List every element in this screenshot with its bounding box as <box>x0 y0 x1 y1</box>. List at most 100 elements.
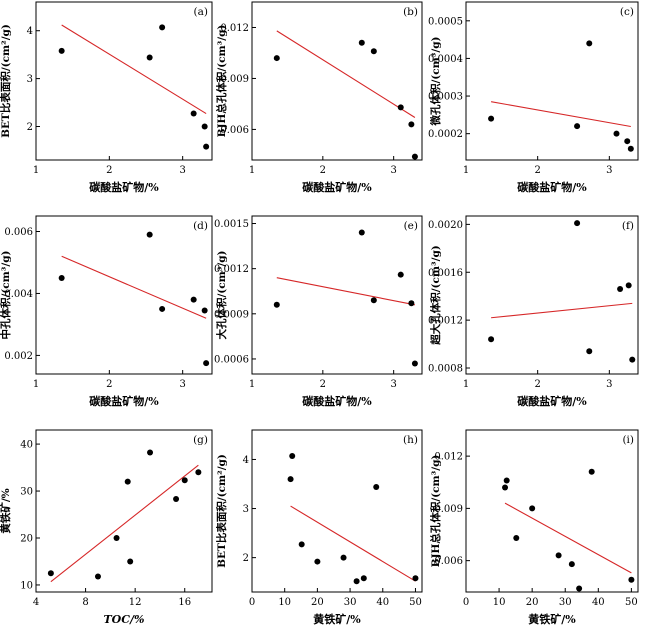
y-tick-label: 20 <box>20 534 33 545</box>
data-point <box>588 468 595 475</box>
data-point <box>629 356 636 363</box>
plot-frame <box>465 429 639 593</box>
x-tick-label: 1 <box>33 379 39 390</box>
y-axis-label: BJH总孔体积/(cm³/g) <box>429 455 442 568</box>
y-tick-label: 0.0003 <box>428 92 463 103</box>
y-tick-label: 0.0002 <box>428 129 463 140</box>
data-point <box>412 575 419 582</box>
y-tick-label: 4 <box>243 455 249 466</box>
data-point <box>617 286 624 293</box>
data-point <box>488 336 495 343</box>
x-tick-label: 3 <box>179 165 185 176</box>
y-axis-label: 中孔体积/(cm³/g) <box>0 250 12 339</box>
data-point <box>298 541 305 548</box>
x-axis-label: 碳酸盐矿物/% <box>302 394 372 408</box>
x-tick-label: 1 <box>463 165 469 176</box>
y-tick-label: 0.004 <box>4 289 33 300</box>
fit-line <box>276 30 416 118</box>
y-tick-label: 0.012 <box>434 452 463 463</box>
y-tick-label: 0.0012 <box>214 264 249 275</box>
data-point <box>113 535 120 541</box>
x-tick-label: 40 <box>376 597 389 608</box>
data-point <box>411 360 418 367</box>
x-axis-label: 黄铁矿/% <box>313 612 361 626</box>
x-tick-label: 3 <box>179 379 185 390</box>
y-tick-label: 0.009 <box>434 504 463 515</box>
x-tick-label: 10 <box>278 597 291 608</box>
x-tick-label: 16 <box>178 597 191 608</box>
x-tick-label: 30 <box>559 597 572 608</box>
x-tick-label: 2 <box>534 165 540 176</box>
y-tick-label: 0.0012 <box>428 316 463 327</box>
plot-frame <box>35 215 213 375</box>
y-tick-label: 40 <box>20 440 33 451</box>
x-tick-label: 0 <box>463 597 469 608</box>
data-point <box>360 575 367 582</box>
plot-frame <box>35 1 213 161</box>
x-axis-label: 黄铁矿/% <box>528 612 576 626</box>
panel-g: 4 8 12 16 10 20 30 40 (g) TOC/% 黄铁矿/% <box>0 429 213 626</box>
panel-label: (i) <box>622 434 634 446</box>
x-tick-label: 3 <box>390 165 396 176</box>
x-tick-label: 3 <box>390 379 396 390</box>
data-point <box>574 220 581 227</box>
x-axis-label: 碳酸盐矿物/% <box>89 180 159 194</box>
data-point <box>190 110 197 117</box>
data-point <box>190 296 197 303</box>
plot-frame <box>251 1 423 161</box>
x-tick-label: 30 <box>344 597 357 608</box>
y-tick-label: 0.0016 <box>428 268 463 279</box>
y-tick-label: 0.0020 <box>428 220 463 231</box>
y-axis-label: BET比表面积/(cm²/g) <box>215 454 228 568</box>
data-point <box>146 231 153 238</box>
data-point <box>624 138 631 145</box>
panel-i: 0 10 20 30 40 50 0.006 0.009 0.012 (i) 黄铁矿/% BJH总孔体… <box>429 429 639 626</box>
data-point <box>613 130 620 137</box>
y-tick-label: 0.012 <box>220 23 249 34</box>
data-point <box>408 121 415 128</box>
x-axis-label: TOC/% <box>104 613 145 626</box>
x-tick-label: 4 <box>33 597 39 608</box>
panel-label: (c) <box>620 6 634 18</box>
data-point <box>370 48 377 55</box>
panel-b: 1 2 3 0.006 0.009 0.012 (b) 碳酸盐矿物/% BJH总孔体积/(cm³… <box>215 1 423 194</box>
x-tick-label: 2 <box>320 165 326 176</box>
data-point <box>58 274 65 281</box>
data-point <box>159 305 166 312</box>
data-point <box>627 145 634 152</box>
y-tick-label: 0.0009 <box>214 309 249 320</box>
data-point <box>273 55 280 62</box>
fit-line <box>61 255 207 319</box>
plot-frame <box>251 429 423 593</box>
data-point <box>488 115 495 122</box>
data-point <box>273 301 280 308</box>
data-point <box>358 39 365 46</box>
x-tick-label: 1 <box>249 379 255 390</box>
x-axis-label: 碳酸盐矿物/% <box>517 180 587 194</box>
data-point <box>370 297 377 304</box>
data-point <box>127 558 134 565</box>
panel-label: (h) <box>403 434 418 446</box>
data-point <box>358 229 365 236</box>
data-point <box>203 360 210 367</box>
x-tick-label: 3 <box>606 379 612 390</box>
data-point <box>173 496 180 503</box>
y-axis-label: 微孔体积/(cm³/g) <box>429 36 442 126</box>
panel-a: 1 2 3 2 3 4 (a) 碳酸盐矿物/% BET比表面积/(cm²/g) <box>0 1 213 194</box>
x-axis-label: 碳酸盐矿物/% <box>89 394 159 408</box>
y-tick-label: 2 <box>27 122 33 133</box>
data-point <box>289 453 296 460</box>
panel-label: (a) <box>194 6 208 18</box>
fit-line <box>50 464 199 583</box>
data-point <box>181 477 188 484</box>
y-tick-label: 2 <box>243 553 249 564</box>
panel-label: (e) <box>404 220 418 232</box>
panel-label: (g) <box>193 434 208 446</box>
x-tick-label: 40 <box>592 597 605 608</box>
x-tick-label: 2 <box>534 379 540 390</box>
y-tick-label: 0.006 <box>4 227 33 238</box>
fit-line <box>276 277 416 306</box>
x-tick-label: 2 <box>320 379 326 390</box>
data-point <box>513 535 520 541</box>
